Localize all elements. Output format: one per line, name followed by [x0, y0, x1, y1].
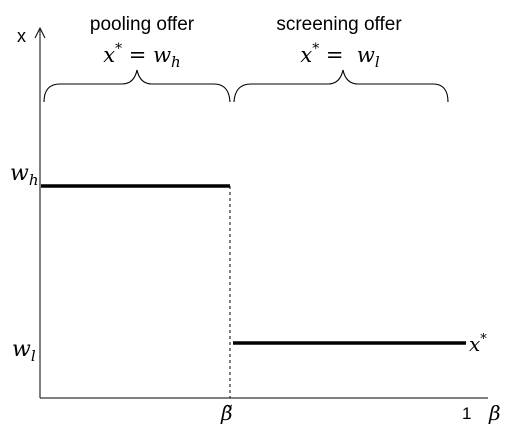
screening-offer-title: screening offer: [276, 14, 402, 35]
beta-threshold-tick: β̃: [220, 401, 233, 425]
pooling-offer-equation: x* = wh: [103, 41, 180, 71]
x-star-label: x*: [469, 332, 487, 356]
w-h-label: wh: [10, 161, 39, 189]
pooling-offer-title: pooling offer: [90, 14, 195, 35]
x-axis-label: β: [488, 401, 501, 425]
x-axis-end-tick: 1: [462, 404, 471, 423]
y-axis-arrowhead: [34, 26, 46, 39]
y-axis-label: x: [17, 26, 26, 46]
screening-offer-equation: x* = wl: [300, 41, 379, 71]
screening-brace: [233, 69, 449, 103]
w-l-label: wl: [12, 337, 36, 365]
pooling-brace: [43, 69, 231, 103]
